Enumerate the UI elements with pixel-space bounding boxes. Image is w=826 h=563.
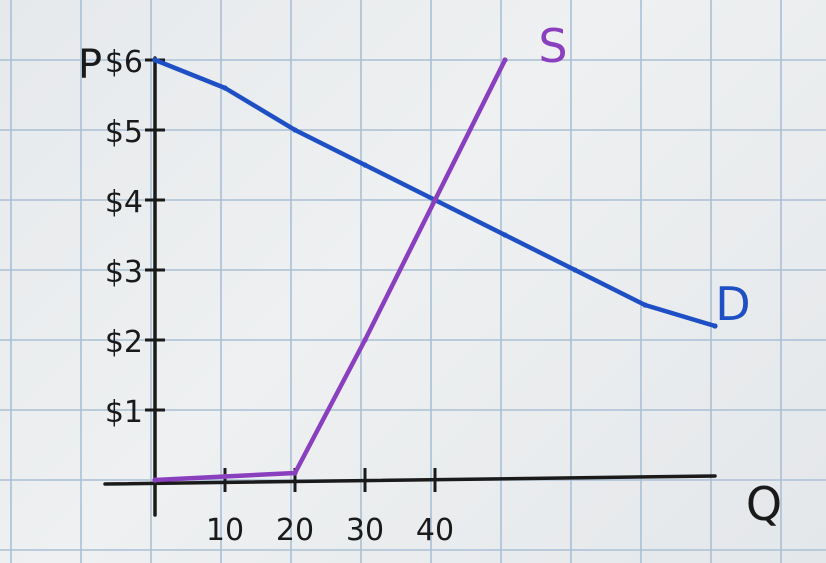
axes [103,56,717,517]
x-tick-label: 40 [416,513,454,548]
supply-curve-point [362,337,368,343]
y-axis-label: P [78,42,102,88]
supply-curve-point [222,473,228,480]
demand-curve-point [222,85,228,91]
supply-curve-line [152,57,508,483]
supply-curve-label: S [538,19,567,73]
demand-curve-point [572,267,578,273]
y-tick-label: $4 [105,185,143,220]
x-tick-label: 30 [346,513,384,548]
demand-curve-point [362,162,368,168]
y-tick-label: $3 [105,255,143,290]
demand-curve-point [292,127,298,133]
axis-ticks: $1 $2 $3 $4 $5 $6 10 20 30 40 [105,45,454,548]
demand-curve-point [712,323,718,329]
x-tick-label: 10 [206,513,244,548]
supply-curve-point [502,57,508,63]
supply-curve-point [152,477,158,483]
supply-curve-point [292,470,298,476]
y-tick-label: $2 [105,325,143,360]
demand-curve-point [642,302,648,308]
demand-curve-line [152,57,718,329]
demand-curve-label: D [715,277,750,331]
demand-curve-point [502,232,508,238]
x-axis-line [103,474,717,486]
x-axis-label: Q [746,477,782,531]
series [152,57,718,483]
y-tick-label: $6 [105,45,143,80]
demand-curve-point [152,57,158,63]
x-tick-label: 20 [276,513,314,548]
y-tick-label: $5 [105,115,143,150]
y-tick-label: $1 [105,395,143,430]
supply-curve-point [432,197,438,203]
